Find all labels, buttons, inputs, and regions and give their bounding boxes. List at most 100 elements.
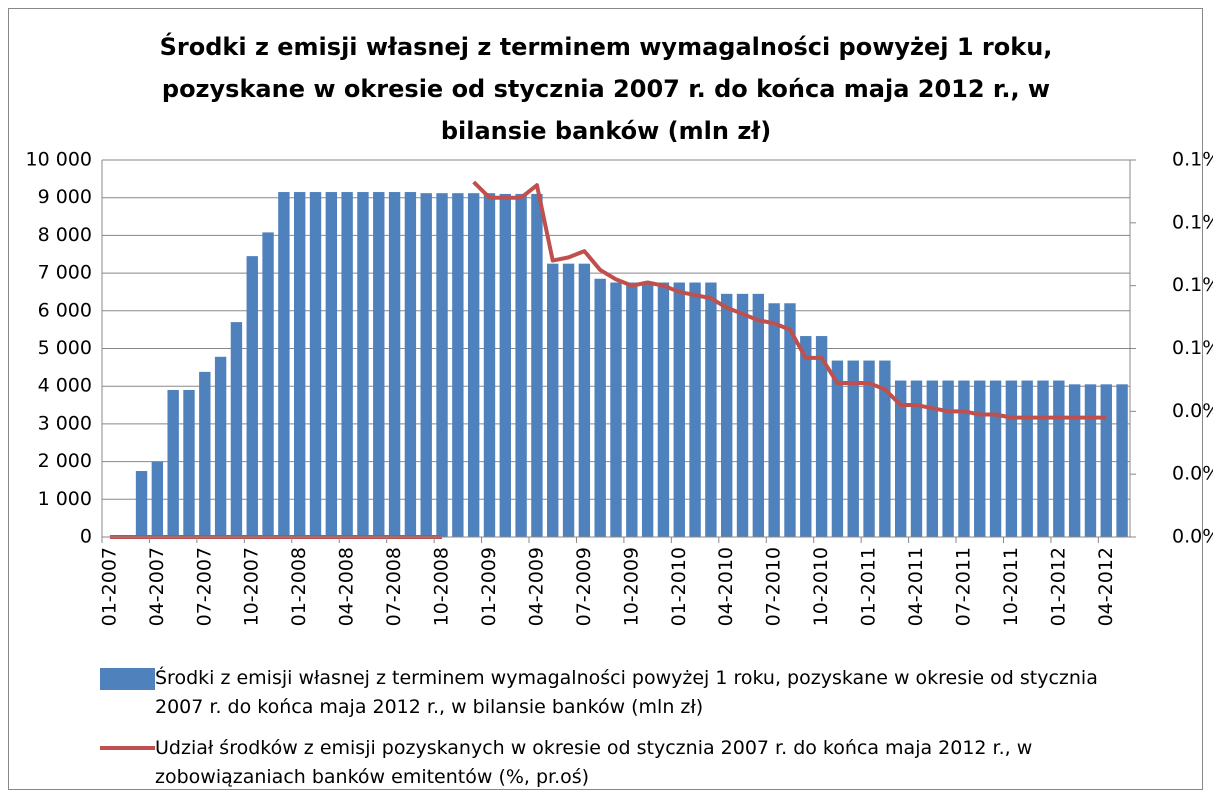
bar (942, 380, 954, 537)
bar (657, 282, 670, 537)
bar (199, 371, 211, 537)
bar (1021, 380, 1033, 537)
bar (705, 282, 717, 537)
x-tick-label: 04-2011 (905, 547, 927, 626)
x-tick-label: 04-2008 (336, 547, 358, 626)
x-tick-label: 10-2007 (241, 547, 263, 626)
bar (467, 193, 480, 537)
bar (641, 282, 654, 537)
y-tick-label: 9 000 (38, 186, 92, 208)
y2-tick-label: 0.0% (1172, 400, 1213, 422)
bar (894, 380, 907, 537)
bar (262, 232, 274, 537)
bar (1005, 380, 1018, 537)
y-tick-label: 3 000 (38, 412, 92, 434)
bar (183, 389, 195, 537)
y-tick-label: 10 000 (26, 149, 92, 171)
bar (594, 278, 606, 537)
bar (341, 192, 353, 538)
bar (879, 360, 891, 537)
legend-label: Udział środków z emisji pozyskanych w ok… (155, 737, 1033, 788)
y2-tick-label: 0.0% (1172, 526, 1213, 548)
bar (910, 380, 923, 537)
bar (831, 360, 844, 537)
bar (784, 303, 796, 537)
x-tick-label: 01-2008 (288, 547, 310, 626)
bar (815, 336, 828, 537)
x-tick-label: 01-2012 (1047, 547, 1069, 626)
legend-item: Udział środków z emisji pozyskanych w ok… (100, 734, 1160, 792)
bar (452, 193, 464, 537)
legend-key (100, 664, 155, 692)
x-tick-label: 04-2012 (1095, 547, 1117, 626)
bar (610, 282, 622, 537)
bar (1100, 384, 1112, 537)
bar (373, 192, 385, 538)
x-tick-label: 04-2010 (715, 547, 737, 626)
bar (246, 256, 258, 537)
chart-title: Środki z emisji własnej z terminem wymag… (159, 33, 1053, 145)
y-tick-label: 6 000 (38, 299, 92, 321)
bar (1116, 384, 1128, 537)
bar (230, 322, 243, 537)
bar (515, 193, 527, 537)
bar (420, 193, 432, 537)
bar (483, 193, 496, 537)
bar (863, 360, 875, 537)
y2-tick-label: 0.1% (1172, 274, 1213, 296)
y-tick-label: 2 000 (38, 450, 92, 472)
bar (689, 282, 701, 537)
bar (436, 193, 448, 537)
x-tick-label: 01-2009 (478, 547, 500, 626)
bar (752, 293, 765, 537)
bar (926, 380, 939, 537)
x-tick-label: 04-2007 (146, 547, 168, 626)
bar (800, 336, 812, 537)
x-tick-label: 07-2009 (573, 547, 595, 626)
bar (562, 263, 575, 537)
bar (847, 360, 859, 537)
bar (958, 380, 970, 537)
x-tick-label: 07-2008 (383, 547, 405, 626)
y-tick-label: 5 000 (38, 337, 92, 359)
bar (325, 192, 338, 538)
bar (167, 389, 179, 537)
bar (578, 263, 591, 537)
x-tick-label: 10-2009 (620, 547, 642, 626)
legend-key (100, 734, 155, 762)
bar (989, 380, 1002, 537)
bar (388, 192, 401, 538)
bar (1037, 380, 1049, 537)
legend-item: Środki z emisji własnej z terminem wymag… (100, 664, 1160, 722)
y-tick-label: 0 (80, 526, 92, 548)
bar (309, 192, 322, 538)
bar (214, 356, 227, 537)
y2-tick-label: 0.1% (1172, 149, 1213, 171)
bar (404, 192, 417, 538)
bar (278, 192, 290, 538)
bar (974, 380, 986, 537)
bar (1068, 384, 1081, 537)
bar (736, 293, 749, 537)
y2-tick-label: 0.0% (1172, 463, 1213, 485)
x-tick-label: 04-2009 (525, 547, 547, 626)
bar (547, 263, 559, 537)
x-tick-label: 01-2010 (668, 547, 690, 626)
bar (531, 193, 543, 537)
y-tick-label: 1 000 (38, 488, 92, 510)
bar (673, 282, 685, 537)
y2-tick-label: 0.1% (1172, 211, 1213, 233)
x-tick-label: 07-2011 (952, 547, 974, 626)
bar (721, 293, 733, 537)
x-tick-label: 01-2011 (858, 547, 880, 626)
bar (135, 471, 148, 537)
x-tick-label: 10-2008 (431, 547, 453, 626)
legend-label: Środki z emisji własnej z terminem wymag… (155, 667, 1098, 718)
y-tick-label: 4 000 (38, 375, 92, 397)
y-tick-label: 7 000 (38, 262, 92, 284)
x-tick-label: 01-2007 (98, 547, 120, 626)
bar (499, 193, 511, 537)
bar (1084, 384, 1097, 537)
